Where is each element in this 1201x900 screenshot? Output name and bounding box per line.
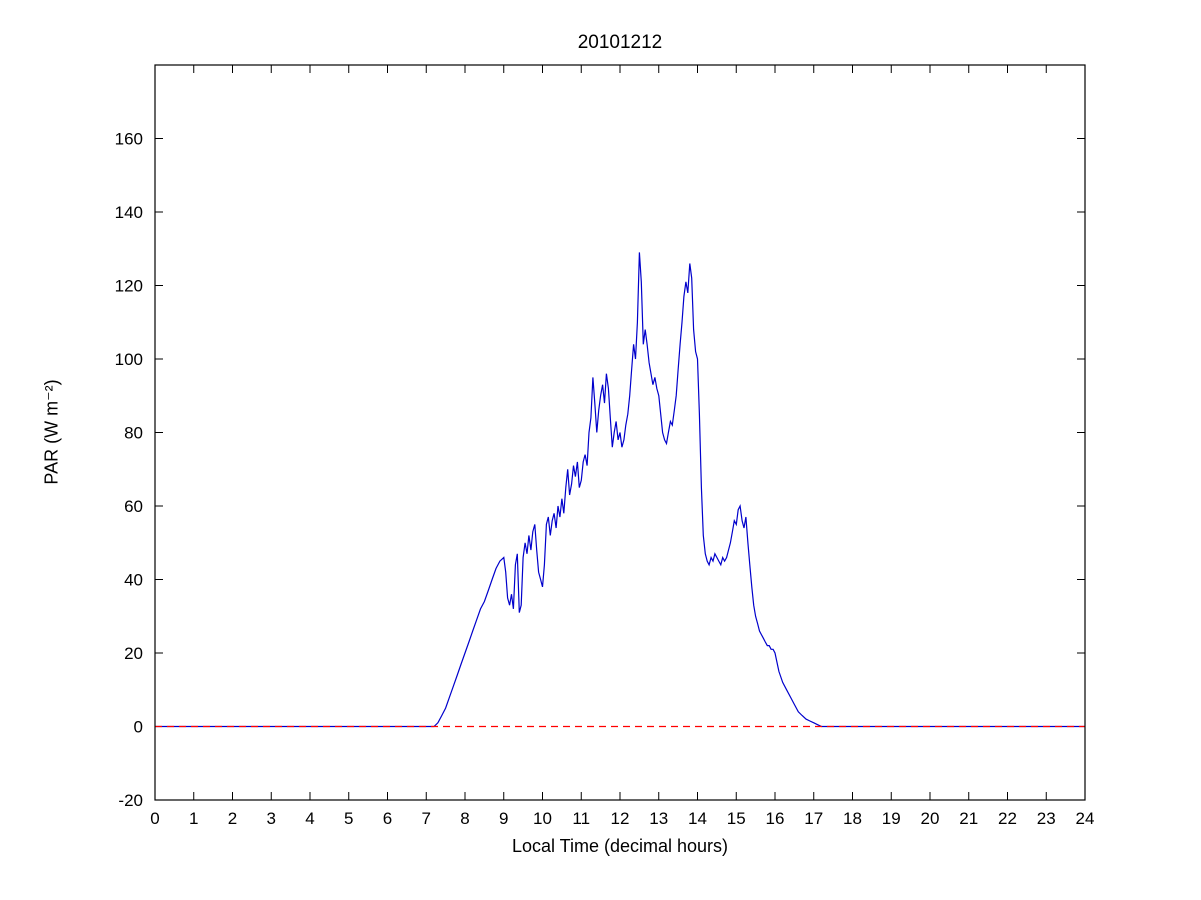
chart-title: 20101212: [577, 32, 663, 53]
x-tick-label: 2: [228, 809, 237, 828]
x-tick-label: 18: [843, 809, 862, 828]
y-axis-label: PAR (W m⁻²): [41, 379, 62, 485]
x-tick-label: 15: [727, 809, 746, 828]
y-tick-label: 40: [124, 571, 143, 590]
x-tick-label: 10: [533, 809, 552, 828]
x-tick-label: 0: [150, 809, 159, 828]
y-tick-label: 120: [115, 277, 143, 296]
y-tick-label: 0: [134, 718, 143, 737]
x-tick-label: 23: [1037, 809, 1056, 828]
x-tick-label: 17: [804, 809, 823, 828]
x-tick-label: 6: [383, 809, 392, 828]
y-tick-label: -20: [118, 791, 143, 810]
y-tick-label: 20: [124, 644, 143, 663]
x-tick-label: 21: [959, 809, 978, 828]
x-tick-label: 9: [499, 809, 508, 828]
x-tick-label: 20: [921, 809, 940, 828]
y-tick-label: 140: [115, 203, 143, 222]
x-tick-label: 24: [1076, 809, 1095, 828]
x-tick-label: 22: [998, 809, 1017, 828]
x-tick-label: 3: [267, 809, 276, 828]
x-tick-label: 7: [422, 809, 431, 828]
x-tick-label: 16: [766, 809, 785, 828]
x-tick-label: 8: [460, 809, 469, 828]
axis-box: [154, 64, 1086, 801]
x-tick-label: 13: [649, 809, 668, 828]
series-par: [155, 252, 1085, 728]
x-tick-label: 4: [305, 809, 314, 828]
x-tick-label: 19: [882, 809, 901, 828]
x-tick-label: 14: [688, 809, 707, 828]
y-tick-label: 160: [115, 130, 143, 149]
y-tick-label: 80: [124, 424, 143, 443]
x-tick-label: 12: [611, 809, 630, 828]
y-tick-label: 60: [124, 497, 143, 516]
x-tick-label: 11: [572, 809, 590, 828]
x-tick-label: 1: [189, 809, 198, 828]
x-axis-label: Local Time (decimal hours): [511, 836, 729, 856]
y-tick-label: 100: [115, 350, 143, 369]
x-tick-label: 5: [344, 809, 353, 828]
